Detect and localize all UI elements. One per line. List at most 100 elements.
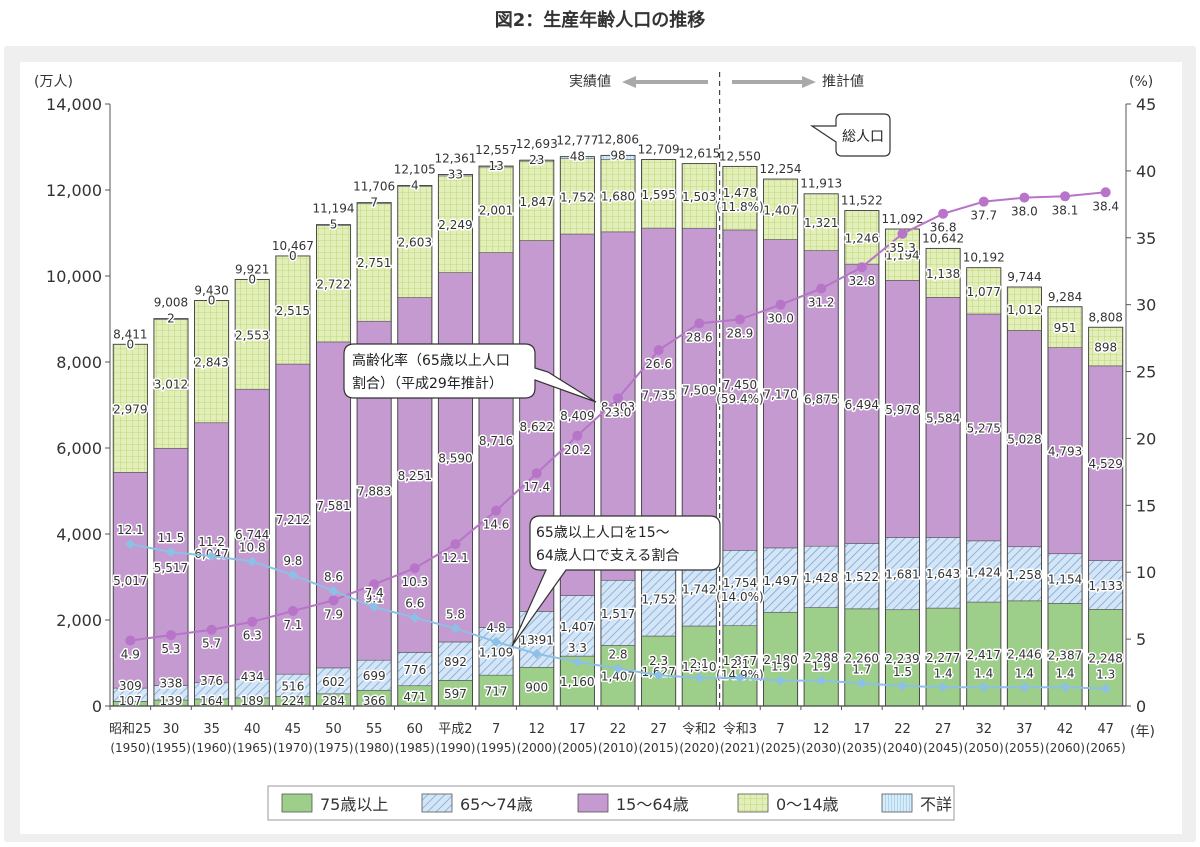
bar-value-label: 1,752 [641, 592, 675, 606]
aging-rate-point [328, 595, 339, 606]
x-tick-year: (2000) [517, 741, 557, 755]
total-value-label: 10,192 [963, 251, 1005, 265]
bar-value-label: 7,450 (59.4%) [716, 378, 763, 406]
x-axis: 昭和25 (1950) 30 (1955) 35 (1960) 40 (1965) 45 (197… [109, 705, 1126, 755]
bar-value-label: 7,509 [682, 384, 716, 398]
bar-value-label: 1,752 [560, 190, 594, 204]
bar-value-label: 7,170 [763, 388, 797, 402]
bar-value-label: 1,497 [763, 574, 797, 588]
bar-value-label: 8,716 [479, 434, 513, 448]
x-tick-year: (1950) [110, 741, 150, 755]
support-ratio-point [1060, 682, 1071, 693]
bar-value-label: 5,584 [926, 411, 960, 425]
callout-total-population: 総人口 [810, 113, 891, 157]
bar-value-label: 107 [119, 694, 142, 708]
support-ratio-point [206, 551, 217, 562]
bar-value-label: 2,001 [479, 204, 513, 218]
aging-rate-label: 38.0 [1011, 205, 1038, 219]
y-tick-label: 12,000 [46, 181, 102, 200]
x-tick-era: 60 [407, 722, 424, 737]
legend-swatch [881, 793, 913, 813]
total-value-label: 12,806 [597, 132, 639, 146]
legend: 75歳以上 65～74歳 15～64歳 0～14歳 不詳 [267, 785, 955, 821]
bar-value-label: 7,883 [357, 485, 391, 499]
bar-value-label: 1,681 [885, 568, 919, 582]
aging-rate-point [978, 196, 989, 207]
bar-value-label: 6,494 [845, 398, 879, 412]
bar-value-label: 98 [610, 148, 625, 162]
bar-segment [234, 388, 270, 680]
bars: 1073095,0172,97908,4111393385,5173,01229… [112, 72, 1124, 710]
aging-rate-point [491, 505, 502, 516]
bar-value-label: 1,424 [967, 565, 1001, 579]
bar-value-label: 1,478 (11.8%) [716, 186, 763, 214]
total-value-label: 11,913 [800, 177, 842, 191]
support-ratio-label: 3.9 [527, 633, 546, 647]
support-ratio-label: 1.4 [1015, 666, 1034, 680]
x-tick-era: 37 [1016, 722, 1033, 737]
bar-value-label: 1,407 [601, 670, 635, 684]
aging-rate-label: 38.4 [1092, 199, 1119, 213]
bar-value-label: 0 [126, 337, 134, 351]
x-tick-era: 17 [854, 722, 871, 737]
aging-rate-label: 37.7 [970, 209, 997, 223]
aging-rate-point [694, 318, 705, 329]
x-tick-era: 27 [650, 722, 667, 737]
bar-value-label: 7,581 [316, 499, 350, 513]
bar-value-label: 1,680 [601, 190, 635, 204]
aging-rate-point [856, 262, 867, 273]
y-tick-label: 4,000 [56, 525, 102, 544]
aging-rate-label: 4.9 [121, 647, 140, 661]
aging-rate-label: 6.3 [243, 629, 262, 643]
bar-value-label: 6,875 [804, 392, 838, 406]
support-ratio-label: 11.5 [158, 531, 185, 545]
bar-segment [681, 163, 717, 229]
total-value-label: 11,194 [313, 202, 355, 216]
x-tick-era: 50 [325, 722, 342, 737]
aging-rate-label: 12.1 [442, 551, 469, 565]
support-ratio-label: 6.6 [405, 597, 424, 611]
support-ratio-point [572, 656, 583, 667]
x-tick-era: 47 [1097, 722, 1114, 737]
x-tick-year: (2035) [842, 741, 882, 755]
bar-value-label: 1,301 [520, 633, 554, 647]
aging-rate-label: 26.6 [645, 357, 672, 371]
total-value-label: 9,008 [154, 296, 188, 310]
bar-segment [194, 300, 229, 424]
x-tick-year: (1960) [192, 741, 232, 755]
y2-tick-label: 0 [1136, 697, 1146, 716]
bar-value-label: 338 [160, 676, 183, 690]
aging-rate-point [1060, 191, 1071, 202]
bar-value-label: 8,590 [438, 451, 472, 465]
y2-tick-label: 10 [1136, 563, 1156, 582]
support-ratio-label: 1.4 [1055, 666, 1074, 680]
x-tick-era: 12 [528, 722, 545, 737]
legend-label: 0～14歳 [776, 795, 839, 814]
bar-value-label: 8,251 [398, 469, 432, 483]
aging-rate-point [287, 606, 298, 617]
y-axis-label: (万人) [34, 74, 73, 90]
bar-value-label: 1,246 [845, 231, 879, 245]
aging-rate-label: 5.3 [161, 642, 180, 656]
x-tick-era: 昭和25 [109, 722, 152, 737]
total-value-label: 12,550 [719, 149, 761, 163]
bar-value-label: 13 [488, 159, 503, 173]
callout-support-ratio: 65歳以上人口を15～ 64歳人口で支える割合 [511, 515, 721, 647]
support-ratio-point [1100, 683, 1111, 694]
aging-rate-point [734, 314, 745, 325]
support-ratio-label: 5.8 [446, 607, 465, 621]
aging-rate-label: 23.0 [605, 405, 632, 419]
support-ratio-point [531, 648, 542, 659]
bar-segment [478, 252, 514, 628]
bar-segment [316, 341, 351, 669]
aging-rate-point [409, 563, 420, 574]
bar-segment [763, 239, 798, 549]
aging-rate-label: 7.9 [324, 607, 343, 621]
bar-value-label: 1,154 [1048, 573, 1082, 587]
total-value-label: 9,284 [1048, 290, 1082, 304]
total-population-label: 総人口 [842, 129, 884, 145]
bar-segment [356, 202, 392, 322]
x-tick-year: (2021) [720, 741, 760, 755]
bar-value-label: 1,160 [560, 675, 594, 689]
x-tick-era: 22 [610, 722, 627, 737]
